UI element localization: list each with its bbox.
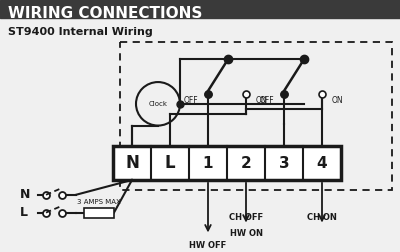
Text: 3 AMPS MAX: 3 AMPS MAX xyxy=(77,199,121,205)
Bar xyxy=(113,146,341,180)
Text: OFF: OFF xyxy=(259,96,274,105)
Text: ON: ON xyxy=(332,96,344,105)
Text: WIRING CONNECTIONS: WIRING CONNECTIONS xyxy=(8,6,202,21)
Text: L: L xyxy=(165,154,175,172)
Text: Clock: Clock xyxy=(148,101,168,107)
Bar xyxy=(0,0,400,18)
Bar xyxy=(120,42,392,190)
Text: ON: ON xyxy=(256,96,268,105)
Text: N: N xyxy=(125,154,139,172)
Text: OFF: OFF xyxy=(183,96,198,105)
Text: CH OFF: CH OFF xyxy=(229,213,263,222)
Text: CH ON: CH ON xyxy=(307,213,337,222)
Text: 4: 4 xyxy=(317,156,327,171)
Text: 1: 1 xyxy=(203,156,213,171)
Text: 3: 3 xyxy=(279,156,289,171)
Text: ST9400 Internal Wiring: ST9400 Internal Wiring xyxy=(8,27,153,37)
Text: L: L xyxy=(20,206,28,219)
Text: N: N xyxy=(20,188,30,201)
Bar xyxy=(84,208,114,217)
Text: HW ON: HW ON xyxy=(230,229,262,238)
Text: 2: 2 xyxy=(241,156,251,171)
Text: HW OFF: HW OFF xyxy=(189,241,227,250)
